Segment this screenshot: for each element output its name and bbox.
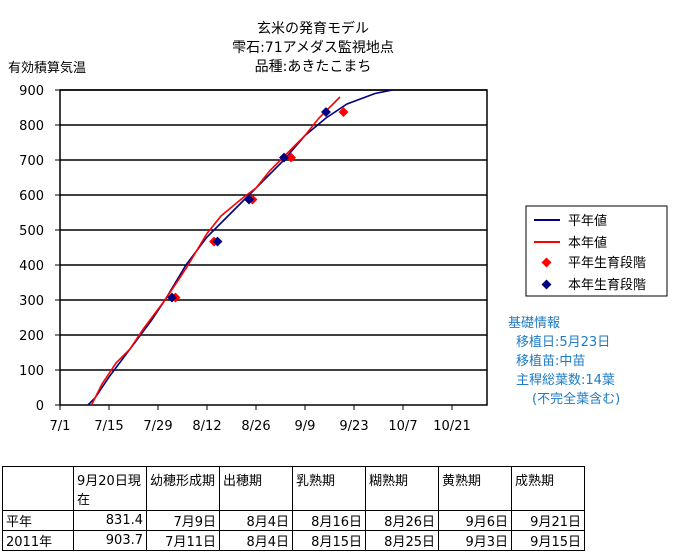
x-tick-labels: 7/1 7/15 7/29 8/12 8/26 9/9 9/23 10/7 10/21: [50, 419, 471, 434]
stage-marker-current: [244, 194, 254, 205]
y-tick-label: 400: [19, 259, 44, 274]
y-tick-label: 600: [19, 189, 44, 204]
table-cell: 903.7: [73, 530, 147, 551]
x-tick-label: 7/29: [143, 419, 172, 434]
table-cell: 9月6日: [438, 510, 512, 531]
legend-label-current-line: 本年値: [568, 235, 607, 251]
legend-swatch-current-marker: [541, 279, 552, 290]
info-leaf-count: 主稈総葉数:14葉: [516, 373, 615, 388]
chart-title: 玄米の発育モデル 雫石:71アメダス監視地点 品種:あきたこまち: [232, 20, 394, 75]
y-tick-label: 800: [19, 119, 44, 134]
table-row: 平年 831.4 7月9日 8月4日 8月16日 8月26日 9月6日 9月21…: [2, 510, 585, 531]
x-tick-label: 7/15: [94, 419, 123, 434]
y-tick-labels: 0 100 200 300 400 500 600 700 800 900: [19, 84, 44, 414]
stage-table: 9月20日現在 幼穂形成期 出穂期 乳熟期 糊熟期 黄熟期 成熟期 平年 831…: [2, 466, 585, 551]
legend: 平年値 本年値 平年生育段階 本年生育段階: [525, 205, 668, 297]
y-tick-label: 900: [19, 84, 44, 99]
stage-marker-average: [286, 152, 296, 163]
y-tick-label: 200: [19, 329, 44, 344]
stage-marker-current: [279, 152, 289, 163]
table-cell: 9月15日: [511, 530, 585, 551]
table-cell: 9月21日: [511, 510, 585, 531]
x-tick-label: 10/21: [433, 419, 470, 434]
y-axis-label: 有効積算気温: [8, 60, 86, 76]
table-header-cell: 黄熟期: [438, 466, 512, 511]
legend-label-avg-line: 平年値: [568, 213, 607, 229]
legend-swatch-avg-marker: [541, 257, 552, 268]
x-tick-label: 9/23: [339, 419, 368, 434]
plot-frame: [59, 89, 488, 406]
x-tick-label: 8/12: [192, 419, 221, 434]
table-header-cell: 出穂期: [219, 466, 293, 511]
table-header-cell: 幼穂形成期: [146, 466, 220, 511]
table-cell: 8月26日: [365, 510, 439, 531]
table-cell: 7月9日: [146, 510, 220, 531]
table-cell: 831.4: [73, 510, 147, 531]
table-cell: 8月15日: [292, 530, 366, 551]
stage-marker-current: [167, 292, 177, 303]
stage-markers: [167, 107, 349, 303]
base-info: 基礎情報 移植日:5月23日 移植苗:中苗 主稈総葉数:14葉 (不完全葉含む): [508, 314, 620, 409]
series-line-average: [87, 89, 393, 406]
y-tick-label: 100: [19, 364, 44, 379]
y-tick-label: 300: [19, 294, 44, 309]
table-cell: 7月11日: [146, 530, 220, 551]
title-line-2: 雫石:71アメダス監視地点: [232, 39, 394, 56]
x-tick-label: 7/1: [50, 419, 71, 434]
y-tick-label: 500: [19, 224, 44, 239]
table-cell: 8月16日: [292, 510, 366, 531]
table-cell: 8月4日: [219, 530, 293, 551]
info-transplant-date: 移植日:5月23日: [516, 335, 611, 350]
growth-chart: 玄米の発育モデル 雫石:71アメダス監視地点 品種:あきたこまち 有効積算気温 …: [8, 20, 668, 434]
table-header-cell: 9月20日現在: [73, 466, 147, 511]
info-note: (不完全葉含む): [532, 392, 621, 407]
x-tick-label: 10/7: [388, 419, 417, 434]
table-cell: 8月25日: [365, 530, 439, 551]
table-row: 2011年 903.7 7月11日 8月4日 8月15日 8月25日 9月3日 …: [2, 530, 585, 551]
table-cell: 平年: [2, 510, 74, 531]
gridlines: [55, 89, 488, 410]
y-tick-label: 0: [36, 399, 44, 414]
table-cell: 8月4日: [219, 510, 293, 531]
table-header-cell: 乳熟期: [292, 466, 366, 511]
legend-label-current-marker: 本年生育段階: [568, 277, 646, 293]
table-cell: 9月3日: [438, 530, 512, 551]
table-header-cell: 糊熟期: [365, 466, 439, 511]
stage-marker-current: [212, 236, 223, 247]
series-line-current: [90, 96, 341, 406]
title-line-3: 品種:あきたこまち: [255, 59, 372, 75]
legend-label-avg-marker: 平年生育段階: [568, 255, 646, 271]
y-tick-label: 700: [19, 154, 44, 169]
info-title: 基礎情報: [508, 316, 561, 331]
table-cell: 2011年: [2, 530, 74, 551]
series-lines: [87, 89, 393, 406]
table-header-cell: 成熟期: [511, 466, 585, 511]
x-tick-label: 9/9: [295, 419, 316, 434]
info-seedling: 移植苗:中苗: [516, 354, 586, 369]
title-line-1: 玄米の発育モデル: [257, 20, 369, 37]
x-tick-label: 8/26: [241, 419, 270, 434]
table-header-cell: [2, 466, 74, 511]
table-header-row: 9月20日現在 幼穂形成期 出穂期 乳熟期 糊熟期 黄熟期 成熟期: [2, 466, 585, 511]
